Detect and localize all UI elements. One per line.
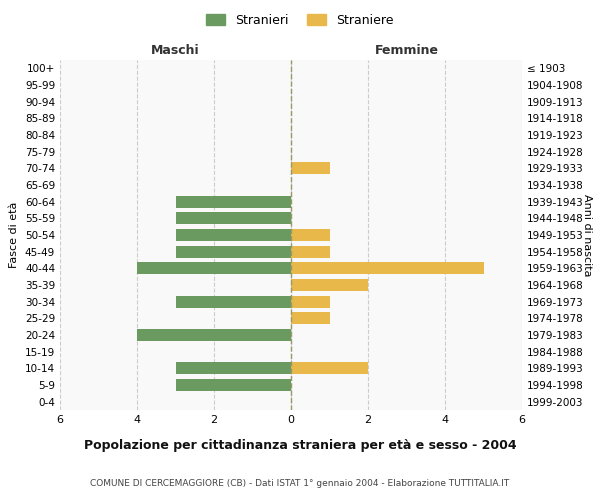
Bar — [291, 262, 484, 274]
Bar — [291, 362, 368, 374]
Bar — [291, 296, 329, 308]
Bar — [176, 379, 291, 391]
Bar — [176, 229, 291, 241]
Bar — [291, 162, 329, 174]
Bar — [176, 296, 291, 308]
Text: Maschi: Maschi — [151, 44, 200, 58]
Bar — [291, 279, 368, 291]
Text: Femmine: Femmine — [374, 44, 439, 58]
Bar — [176, 196, 291, 207]
Bar — [137, 262, 291, 274]
Y-axis label: Anni di nascita: Anni di nascita — [582, 194, 592, 276]
Text: Popolazione per cittadinanza straniera per età e sesso - 2004: Popolazione per cittadinanza straniera p… — [83, 440, 517, 452]
Bar — [176, 362, 291, 374]
Text: COMUNE DI CERCEMAGGIORE (CB) - Dati ISTAT 1° gennaio 2004 - Elaborazione TUTTITA: COMUNE DI CERCEMAGGIORE (CB) - Dati ISTA… — [91, 478, 509, 488]
Bar — [137, 329, 291, 341]
Bar — [176, 212, 291, 224]
Bar — [291, 312, 329, 324]
Y-axis label: Fasce di età: Fasce di età — [10, 202, 19, 268]
Bar — [291, 229, 329, 241]
Bar — [176, 246, 291, 258]
Bar — [291, 246, 329, 258]
Legend: Stranieri, Straniere: Stranieri, Straniere — [202, 8, 398, 32]
